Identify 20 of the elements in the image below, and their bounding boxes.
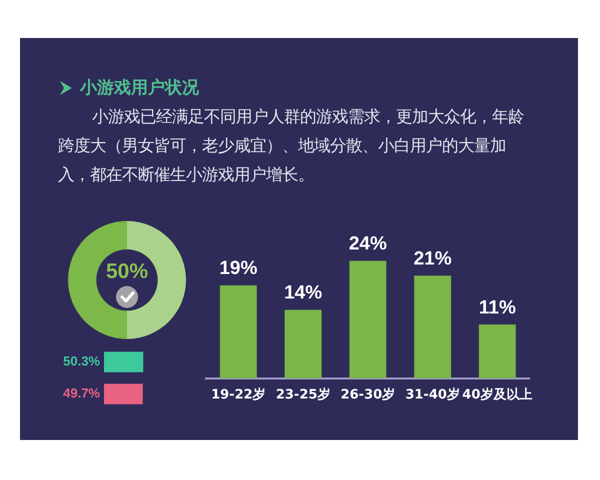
x-tick-label: 40岁及以上	[462, 388, 532, 403]
bar	[220, 285, 257, 378]
bar	[284, 310, 322, 378]
data-label: 21%	[414, 248, 452, 270]
data-label: 14%	[284, 282, 322, 304]
chart-title: 小游戏用户状况	[80, 77, 199, 99]
data-label: 49.7%	[63, 386, 100, 401]
bar	[478, 324, 516, 378]
data-label: 50.3%	[63, 354, 100, 369]
x-tick-label: 31-40岁	[405, 388, 460, 403]
data-label: 19%	[219, 258, 258, 280]
bar	[349, 260, 386, 378]
x-tick-label: 26-30岁	[340, 388, 396, 403]
text: 50%	[106, 260, 148, 283]
data-label: 11%	[478, 297, 516, 318]
x-tick-label: 19-22岁	[211, 388, 266, 403]
text: 小游戏已经满足不同用户人群的游戏需求，更加大众化，年龄跨度大（男女皆可，老少咸宜）、地域分散、小白用户的大量加入，都在不断催生小游戏用户增长。	[58, 106, 525, 186]
bar	[414, 276, 452, 378]
data-label: 24%	[348, 234, 387, 255]
x-tick-label: 23-25岁	[276, 388, 330, 403]
